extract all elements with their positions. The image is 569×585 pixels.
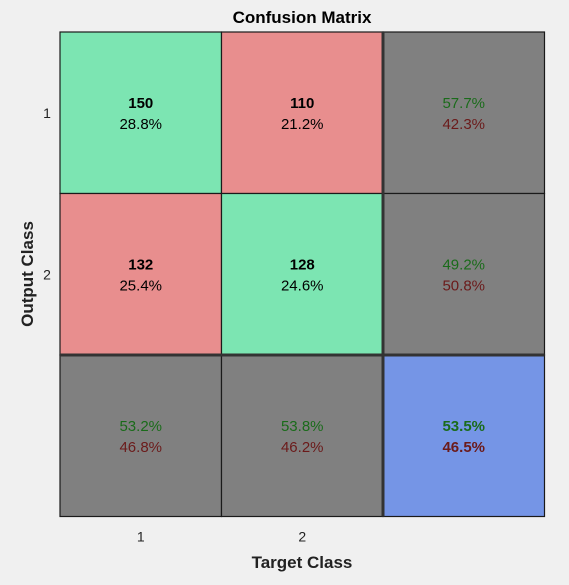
x-tick-label: 1 <box>137 529 145 545</box>
overall-wrong-percent: 46.5% <box>442 439 485 456</box>
row-correct-percent: 49.2% <box>442 256 485 273</box>
overall-accuracy-cell <box>382 354 546 518</box>
cell-percent: 24.6% <box>281 277 324 294</box>
column-summary-cell <box>59 354 223 518</box>
y-axis-label: Output Class <box>18 221 37 327</box>
row-wrong-percent: 50.8% <box>442 277 485 294</box>
cell-percent: 21.2% <box>281 116 324 133</box>
y-tick-label: 2 <box>43 266 51 282</box>
column-correct-percent: 53.8% <box>281 418 324 435</box>
matrix-cell <box>59 31 223 195</box>
cell-count: 110 <box>290 95 314 112</box>
column-wrong-percent: 46.2% <box>281 439 324 456</box>
row-correct-percent: 57.7% <box>442 95 485 112</box>
row-summary-cell <box>382 31 546 195</box>
column-wrong-percent: 46.8% <box>119 439 162 456</box>
matrix-cells: 150 28.8% 110 21.2% 57.7% 42.3% 132 25.4% 128 24.… <box>59 31 546 518</box>
y-tick-label: 1 <box>43 105 51 121</box>
cell-count: 128 <box>290 256 315 273</box>
cell-count: 132 <box>128 256 153 273</box>
cell-percent: 28.8% <box>119 116 162 133</box>
x-axis-label: Target Class <box>252 553 353 572</box>
column-summary-cell <box>220 354 384 518</box>
matrix-cell <box>59 192 223 356</box>
x-tick-label: 2 <box>298 529 306 545</box>
chart-title: Confusion Matrix <box>233 8 372 27</box>
cell-count: 150 <box>128 95 153 112</box>
tick-labels: 1 1 2 2 <box>43 105 306 545</box>
matrix-cell <box>220 31 384 195</box>
cell-percent: 25.4% <box>119 277 162 294</box>
matrix-cell <box>220 192 384 356</box>
row-wrong-percent: 42.3% <box>442 116 485 133</box>
overall-correct-percent: 53.5% <box>442 418 485 435</box>
row-summary-cell <box>382 192 546 356</box>
column-correct-percent: 53.2% <box>119 418 162 435</box>
